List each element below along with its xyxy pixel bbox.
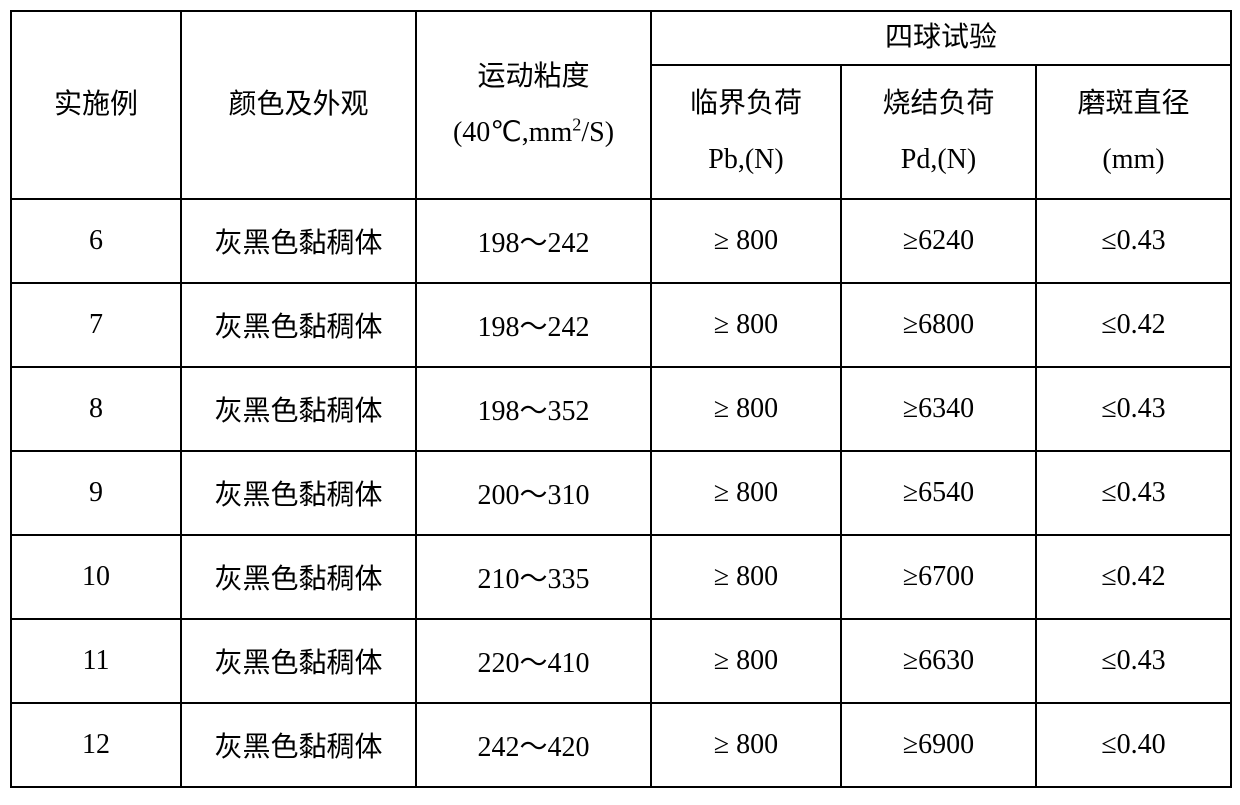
cell-wear: ≤0.40 xyxy=(1036,703,1231,787)
wear-label-line1: 磨斑直径 xyxy=(1078,88,1190,119)
table-row: 12灰黑色黏稠体242～420≥ 800≥6900≤0.40 xyxy=(11,703,1231,787)
cell-viscosity: 210～335 xyxy=(416,535,651,619)
table-row: 10灰黑色黏稠体210～335≥ 800≥6700≤0.42 xyxy=(11,535,1231,619)
cell-pd: ≥6630 xyxy=(841,619,1036,703)
cell-appearance: 灰黑色黏稠体 xyxy=(181,535,416,619)
cell-wear: ≤0.42 xyxy=(1036,535,1231,619)
cell-viscosity: 242～420 xyxy=(416,703,651,787)
cell-example: 10 xyxy=(11,535,181,619)
cell-pd: ≥6800 xyxy=(841,283,1036,367)
pd-label-line1: 烧结负荷 xyxy=(882,88,994,119)
cell-wear: ≤0.43 xyxy=(1036,367,1231,451)
viscosity-label-line2-prefix: (40℃,mm xyxy=(453,117,572,148)
cell-pb: ≥ 800 xyxy=(651,451,841,535)
table-header: 实施例 颜色及外观 运动粘度 (40℃,mm2/S) 四球试验 临界负荷 Pb,… xyxy=(11,11,1231,199)
cell-wear: ≤0.42 xyxy=(1036,283,1231,367)
header-row-1: 实施例 颜色及外观 运动粘度 (40℃,mm2/S) 四球试验 xyxy=(11,11,1231,65)
header-appearance: 颜色及外观 xyxy=(181,11,416,199)
cell-pd: ≥6240 xyxy=(841,199,1036,283)
cell-example: 6 xyxy=(11,199,181,283)
pb-label-line2: Pb,(N) xyxy=(708,144,783,175)
viscosity-superscript: 2 xyxy=(572,115,581,135)
cell-example: 7 xyxy=(11,283,181,367)
cell-viscosity: 198～242 xyxy=(416,283,651,367)
cell-pb: ≥ 800 xyxy=(651,619,841,703)
header-pd: 烧结负荷 Pd,(N) xyxy=(841,65,1036,199)
cell-pb: ≥ 800 xyxy=(651,535,841,619)
pd-label-line2: Pd,(N) xyxy=(901,144,976,175)
pb-label-line1: 临界负荷 xyxy=(690,88,802,119)
cell-viscosity: 200～310 xyxy=(416,451,651,535)
viscosity-label-line2-suffix: /S) xyxy=(581,117,614,148)
table-body: 6灰黑色黏稠体198～242≥ 800≥6240≤0.437灰黑色黏稠体198～… xyxy=(11,199,1231,787)
table-row: 7灰黑色黏稠体198～242≥ 800≥6800≤0.42 xyxy=(11,283,1231,367)
cell-wear: ≤0.43 xyxy=(1036,451,1231,535)
cell-wear: ≤0.43 xyxy=(1036,619,1231,703)
cell-pd: ≥6900 xyxy=(841,703,1036,787)
cell-appearance: 灰黑色黏稠体 xyxy=(181,199,416,283)
cell-pb: ≥ 800 xyxy=(651,367,841,451)
viscosity-label-line1: 运动粘度 xyxy=(477,61,589,92)
header-pb: 临界负荷 Pb,(N) xyxy=(651,65,841,199)
cell-pd: ≥6540 xyxy=(841,451,1036,535)
cell-pb: ≥ 800 xyxy=(651,199,841,283)
wear-label-line2: (mm) xyxy=(1102,144,1164,175)
header-four-ball: 四球试验 xyxy=(651,11,1231,65)
data-table: 实施例 颜色及外观 运动粘度 (40℃,mm2/S) 四球试验 临界负荷 Pb,… xyxy=(10,10,1232,788)
cell-example: 12 xyxy=(11,703,181,787)
table-row: 9灰黑色黏稠体200～310≥ 800≥6540≤0.43 xyxy=(11,451,1231,535)
table-row: 6灰黑色黏稠体198～242≥ 800≥6240≤0.43 xyxy=(11,199,1231,283)
cell-appearance: 灰黑色黏稠体 xyxy=(181,367,416,451)
cell-viscosity: 198～242 xyxy=(416,199,651,283)
header-wear: 磨斑直径 (mm) xyxy=(1036,65,1231,199)
cell-appearance: 灰黑色黏稠体 xyxy=(181,451,416,535)
cell-viscosity: 198～352 xyxy=(416,367,651,451)
cell-appearance: 灰黑色黏稠体 xyxy=(181,703,416,787)
cell-appearance: 灰黑色黏稠体 xyxy=(181,283,416,367)
cell-pb: ≥ 800 xyxy=(651,283,841,367)
table-row: 11灰黑色黏稠体220～410≥ 800≥6630≤0.43 xyxy=(11,619,1231,703)
cell-example: 8 xyxy=(11,367,181,451)
header-example: 实施例 xyxy=(11,11,181,199)
cell-pd: ≥6700 xyxy=(841,535,1036,619)
cell-example: 9 xyxy=(11,451,181,535)
cell-wear: ≤0.43 xyxy=(1036,199,1231,283)
cell-pb: ≥ 800 xyxy=(651,703,841,787)
table-row: 8灰黑色黏稠体198～352≥ 800≥6340≤0.43 xyxy=(11,367,1231,451)
cell-viscosity: 220～410 xyxy=(416,619,651,703)
cell-pd: ≥6340 xyxy=(841,367,1036,451)
header-viscosity: 运动粘度 (40℃,mm2/S) xyxy=(416,11,651,199)
cell-appearance: 灰黑色黏稠体 xyxy=(181,619,416,703)
cell-example: 11 xyxy=(11,619,181,703)
